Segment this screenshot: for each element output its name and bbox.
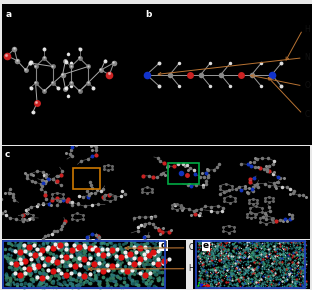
Bar [73, 168, 100, 188]
Text: H: H [304, 25, 310, 34]
Text: N: N [304, 53, 310, 62]
Text: O (H₂O): O (H₂O) [125, 243, 218, 252]
Text: C: C [304, 110, 310, 119]
Text: H (H₂O): H (H₂O) [88, 264, 218, 273]
Text: a: a [6, 10, 12, 19]
Text: b: b [145, 10, 152, 19]
Bar [168, 163, 199, 184]
Text: c: c [5, 150, 10, 159]
Text: e: e [203, 241, 209, 250]
Text: O: O [304, 81, 310, 90]
Text: d: d [160, 241, 167, 250]
Bar [3, 240, 165, 288]
